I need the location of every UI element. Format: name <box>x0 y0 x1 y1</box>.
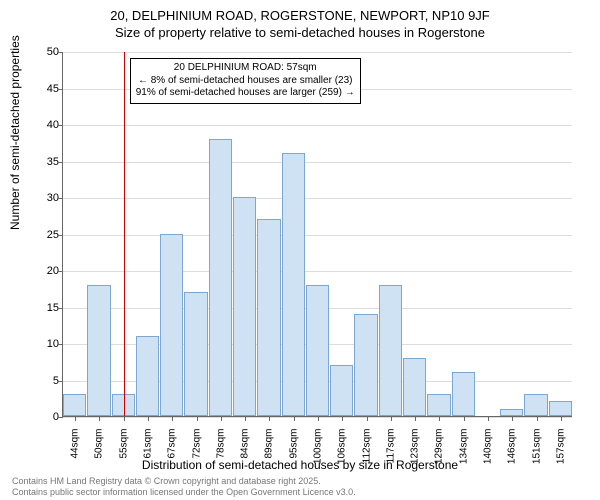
annotation-box: 20 DELPHINIUM ROAD: 57sqm← 8% of semi-de… <box>130 58 361 104</box>
histogram-bar <box>306 285 329 416</box>
histogram-bar <box>354 314 377 416</box>
y-tick-mark <box>58 52 63 53</box>
y-tick-mark <box>58 89 63 90</box>
y-tick-label: 50 <box>27 46 59 58</box>
x-tick-mark <box>512 416 513 421</box>
y-axis-label: Number of semi-detached properties <box>8 35 22 230</box>
x-tick-mark <box>439 416 440 421</box>
histogram-bar <box>184 292 207 416</box>
x-tick-mark <box>172 416 173 421</box>
annotation-line3: 91% of semi-detached houses are larger (… <box>136 87 355 100</box>
x-tick-mark <box>99 416 100 421</box>
grid-line <box>63 52 572 53</box>
grid-line <box>63 235 572 236</box>
y-tick-mark <box>58 162 63 163</box>
x-axis-label: Distribution of semi-detached houses by … <box>0 458 600 472</box>
x-tick-mark <box>342 416 343 421</box>
y-tick-label: 0 <box>27 411 59 423</box>
y-tick-mark <box>58 235 63 236</box>
histogram-bar <box>136 336 159 416</box>
y-tick-label: 15 <box>27 302 59 314</box>
y-tick-label: 35 <box>27 156 59 168</box>
histogram-bar <box>87 285 110 416</box>
x-tick-mark <box>391 416 392 421</box>
y-tick-mark <box>58 198 63 199</box>
histogram-bar <box>549 401 572 416</box>
x-tick-mark <box>415 416 416 421</box>
chart-footer: Contains HM Land Registry data © Crown c… <box>12 476 356 498</box>
x-tick-mark <box>294 416 295 421</box>
y-tick-mark <box>58 125 63 126</box>
histogram-bar <box>452 372 475 416</box>
x-tick-mark <box>221 416 222 421</box>
x-tick-mark <box>197 416 198 421</box>
histogram-bar <box>427 394 450 416</box>
histogram-bar <box>63 394 86 416</box>
histogram-bar <box>233 197 256 416</box>
y-tick-mark <box>58 271 63 272</box>
y-tick-label: 20 <box>27 265 59 277</box>
x-tick-mark <box>464 416 465 421</box>
histogram-bar <box>282 153 305 416</box>
x-tick-mark <box>245 416 246 421</box>
annotation-line1: 20 DELPHINIUM ROAD: 57sqm <box>136 62 355 75</box>
x-tick-mark <box>537 416 538 421</box>
chart-title: 20, DELPHINIUM ROAD, ROGERSTONE, NEWPORT… <box>0 0 600 42</box>
y-tick-label: 5 <box>27 375 59 387</box>
x-tick-mark <box>269 416 270 421</box>
reference-line <box>124 52 125 416</box>
histogram-bar <box>379 285 402 416</box>
title-line-2: Size of property relative to semi-detach… <box>0 25 600 42</box>
y-tick-label: 25 <box>27 229 59 241</box>
histogram-bar <box>524 394 547 416</box>
x-tick-mark <box>561 416 562 421</box>
histogram-bar <box>403 358 426 416</box>
histogram-bar <box>160 234 183 417</box>
y-tick-label: 10 <box>27 338 59 350</box>
y-tick-mark <box>58 381 63 382</box>
y-tick-mark <box>58 344 63 345</box>
histogram-bar <box>257 219 280 416</box>
x-tick-mark <box>367 416 368 421</box>
chart-plot-area: 0510152025303540455044sqm50sqm55sqm61sqm… <box>62 52 572 417</box>
x-tick-mark <box>488 416 489 421</box>
histogram-bar <box>330 365 353 416</box>
grid-line <box>63 125 572 126</box>
x-tick-mark <box>318 416 319 421</box>
grid-line <box>63 198 572 199</box>
x-tick-mark <box>148 416 149 421</box>
y-tick-mark <box>58 308 63 309</box>
y-tick-mark <box>58 417 63 418</box>
y-tick-label: 40 <box>27 119 59 131</box>
footer-line-1: Contains HM Land Registry data © Crown c… <box>12 476 356 487</box>
y-tick-label: 30 <box>27 192 59 204</box>
x-tick-mark <box>124 416 125 421</box>
grid-line <box>63 162 572 163</box>
x-tick-mark <box>75 416 76 421</box>
histogram-bar <box>500 409 523 416</box>
annotation-line2: ← 8% of semi-detached houses are smaller… <box>136 75 355 88</box>
grid-line <box>63 271 572 272</box>
y-tick-label: 45 <box>27 83 59 95</box>
title-line-1: 20, DELPHINIUM ROAD, ROGERSTONE, NEWPORT… <box>0 8 600 25</box>
footer-line-2: Contains public sector information licen… <box>12 487 356 498</box>
histogram-bar <box>209 139 232 416</box>
